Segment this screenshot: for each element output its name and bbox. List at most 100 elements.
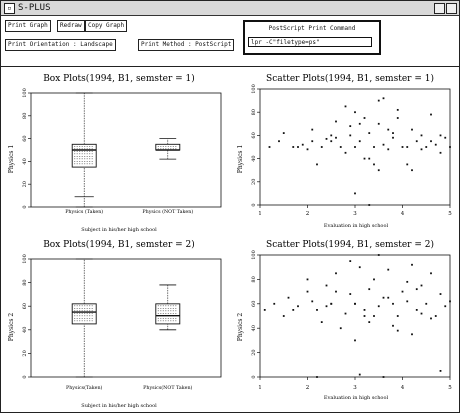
scatter2-point (392, 324, 394, 327)
box1-title: Box Plots(1994, B1, semster = 1) (43, 73, 195, 84)
scatter1-xlabel: Evaluation in high school (324, 223, 389, 229)
scatter2-point (373, 278, 375, 281)
scatter-plot-1: Scatter Plots(1994, B1, semster = 1) Phy… (230, 69, 459, 239)
postscript-command-input[interactable] (248, 37, 372, 47)
scatter1-point (430, 140, 432, 143)
scatter1-ytick-label: 80 (251, 109, 257, 115)
scatter2-ylabel: Physics 2 (237, 313, 244, 342)
scatter1-point (316, 163, 318, 166)
scatter2-xtick-label: 2 (306, 385, 310, 391)
scatter2-point (287, 296, 290, 299)
box2-plot-area: 0 20 40 60 80 100 Physics(Taken) Physics(NOT Ta… (22, 254, 222, 391)
scatter2-point (349, 293, 352, 295)
print-graph-button[interactable]: Print Graph (5, 20, 51, 32)
scatter2-point (363, 315, 366, 317)
scatter2-point (420, 312, 423, 315)
graph-toolbar: Print Graph Redraw Copy Graph Print Orie… (1, 16, 459, 66)
box1-ytick-label: 60 (22, 135, 28, 141)
scatter2-point (354, 339, 356, 342)
scatter1-point (373, 163, 375, 166)
print-orientation-button[interactable]: Print Orientation : Landscape (5, 39, 116, 51)
scatter1-point (363, 157, 366, 160)
scatter2-point (306, 278, 309, 281)
scatter1-point (420, 134, 423, 137)
postscript-command-panel: PostScript Print Command (243, 20, 381, 55)
scatter2-point (292, 309, 295, 311)
scatter1-point (354, 146, 356, 148)
scatter1-point (392, 136, 394, 139)
scatter2-title: Scatter Plots(1994, B1, semster = 2) (266, 239, 434, 250)
box2-frame (30, 258, 222, 378)
scatter2-ytick-label: 80 (251, 276, 257, 282)
box2-ytick-label: 0 (22, 375, 28, 378)
scatter2-plot-area: 0 20 40 60 80 100 1 2 3 4 5 (251, 250, 452, 391)
scatter1-point (306, 148, 309, 151)
scatter1-ylabel: Physics 1 (237, 145, 244, 173)
scatter2-ytick-label: 40 (251, 325, 257, 331)
scatter2-ytick-label: 60 (251, 301, 257, 307)
scatter2-point (415, 309, 418, 311)
scatter1-point (382, 97, 385, 100)
scatter1-point (344, 151, 347, 154)
box2-category-label: Physics(NOT Taken) (143, 384, 192, 391)
maximize-icon[interactable] (446, 3, 457, 14)
copy-graph-button[interactable]: Copy Graph (85, 20, 128, 32)
scatter2-point (349, 260, 352, 262)
scatter1-point (425, 146, 428, 148)
scatter2-point (387, 296, 390, 299)
box2-ytick-label: 60 (22, 303, 28, 309)
scatter2-point (449, 300, 451, 303)
box1-category-label: Physics (Taken) (65, 208, 103, 215)
scatter2-point (382, 296, 385, 299)
scatter1-point (363, 117, 366, 119)
scatter1-point (411, 128, 413, 131)
scatter1-point (401, 146, 404, 148)
scatter1-point (311, 140, 314, 143)
box1-ytick-label: 80 (22, 113, 28, 119)
scatter1-point (335, 120, 337, 123)
scatter1-point (406, 163, 409, 166)
scatter1-point (282, 132, 285, 134)
scatter1-ytick-label: 20 (251, 179, 257, 185)
scatter2-point (273, 302, 276, 305)
scatter1-point (420, 148, 423, 151)
box2-ytick-label: 80 (22, 279, 28, 285)
scatter1-point (377, 99, 380, 102)
scatter2-xlabel: Evaluation in high school (324, 395, 389, 401)
scatter2-point (263, 309, 266, 311)
scatter1-point (396, 117, 399, 119)
minimize-icon[interactable] (434, 3, 445, 14)
scatter1-point (439, 134, 442, 137)
scatter1-point (368, 204, 371, 206)
scatter1-title: Scatter Plots(1994, B1, semster = 1) (266, 73, 434, 84)
scatter1-point (439, 151, 442, 154)
system-menu-icon[interactable]: ▫ (4, 3, 15, 14)
scatter1-point (358, 140, 361, 143)
postscript-command-label: PostScript Print Command (268, 25, 356, 32)
scatter1-point (377, 122, 380, 125)
scatter1-xtick-label: 3 (353, 211, 357, 217)
scatter2-point (415, 288, 418, 291)
scatter2-point (439, 293, 442, 295)
box1-plot-area: 0 20 40 60 80 100 Physics (Taken) Physics (NOT … (22, 88, 222, 215)
scatter1-point (373, 146, 375, 148)
redraw-button[interactable]: Redraw (57, 20, 85, 32)
scatter2-point (401, 290, 404, 293)
scatter1-point (430, 113, 432, 116)
scatter1-point (268, 146, 271, 148)
box1-ylabel: Physics 1 (8, 145, 15, 173)
print-method-button[interactable]: Print Method : PostScript (138, 39, 235, 51)
scatter2-point (377, 254, 380, 256)
scatter2-point (430, 317, 432, 320)
scatter2-point (392, 302, 394, 305)
scatter1-ytick-label: 60 (251, 132, 257, 138)
window-title: S-PLUS (18, 3, 51, 13)
box2-box (71, 303, 97, 325)
toolbar-separator (1, 66, 459, 67)
scatter2-point (358, 266, 361, 269)
box1-ytick-label: 20 (22, 181, 28, 187)
scatter1-point (415, 140, 418, 143)
scatter1-point (387, 148, 390, 151)
scatter2-point (368, 321, 371, 323)
